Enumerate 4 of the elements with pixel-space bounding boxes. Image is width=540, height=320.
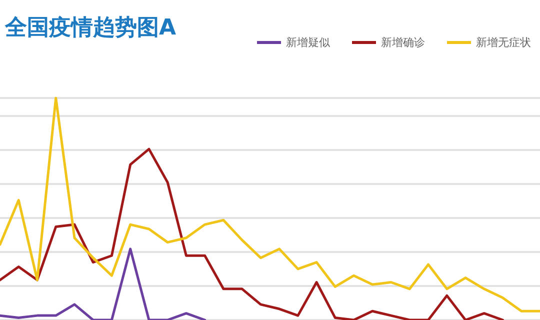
legend-label: 新增确诊 xyxy=(381,36,425,49)
chart-title: 全国疫情趋势图A xyxy=(4,16,176,40)
legend-label: 新增无症状 xyxy=(476,36,531,49)
legend-label: 新增疑似 xyxy=(286,36,330,49)
